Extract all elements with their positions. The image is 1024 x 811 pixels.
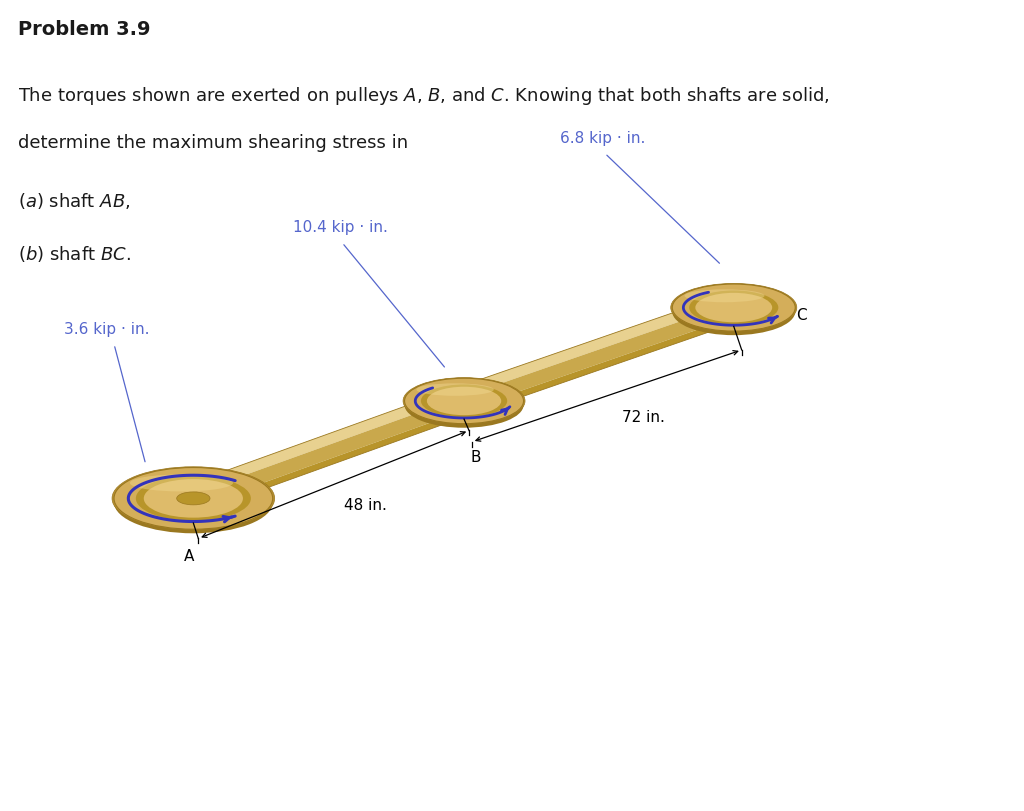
Ellipse shape — [685, 290, 765, 303]
Polygon shape — [186, 388, 462, 495]
Text: The torques shown are exerted on pulleys $\mathit{A}$, $\mathit{B}$, and $\mathi: The torques shown are exerted on pulleys… — [17, 85, 829, 107]
Ellipse shape — [177, 492, 210, 505]
Ellipse shape — [112, 467, 274, 530]
Text: ($\mathit{b}$) shaft $\mathit{BC}$.: ($\mathit{b}$) shaft $\mathit{BC}$. — [17, 243, 131, 264]
Ellipse shape — [673, 285, 796, 332]
Polygon shape — [462, 304, 738, 410]
Text: 6.8 kip · in.: 6.8 kip · in. — [560, 131, 645, 146]
Text: C: C — [796, 307, 807, 323]
Text: determine the maximum shearing stress in: determine the maximum shearing stress in — [17, 134, 408, 152]
Text: 3.6 kip · in.: 3.6 kip · in. — [65, 322, 150, 337]
Ellipse shape — [403, 378, 525, 425]
Text: A: A — [184, 548, 195, 563]
Text: Problem 3.9: Problem 3.9 — [17, 20, 151, 39]
Text: ($\mathit{a}$) shaft $\mathit{AB}$,: ($\mathit{a}$) shaft $\mathit{AB}$, — [17, 191, 130, 211]
Ellipse shape — [671, 284, 797, 333]
Ellipse shape — [143, 479, 243, 518]
Ellipse shape — [114, 472, 272, 534]
Ellipse shape — [695, 294, 772, 323]
Ellipse shape — [404, 383, 523, 428]
Polygon shape — [468, 316, 740, 415]
Ellipse shape — [130, 475, 233, 491]
Text: B: B — [471, 449, 481, 464]
Ellipse shape — [427, 388, 501, 415]
Ellipse shape — [417, 384, 494, 397]
Polygon shape — [191, 397, 468, 507]
Ellipse shape — [404, 379, 523, 424]
Ellipse shape — [689, 291, 778, 325]
Ellipse shape — [673, 289, 796, 336]
Polygon shape — [457, 294, 732, 397]
Text: 48 in.: 48 in. — [344, 498, 386, 513]
Text: 10.4 kip · in.: 10.4 kip · in. — [293, 221, 387, 235]
Text: 72 in.: 72 in. — [622, 410, 665, 424]
Ellipse shape — [114, 468, 272, 530]
Polygon shape — [198, 410, 471, 512]
Ellipse shape — [421, 385, 507, 418]
Ellipse shape — [136, 476, 251, 521]
